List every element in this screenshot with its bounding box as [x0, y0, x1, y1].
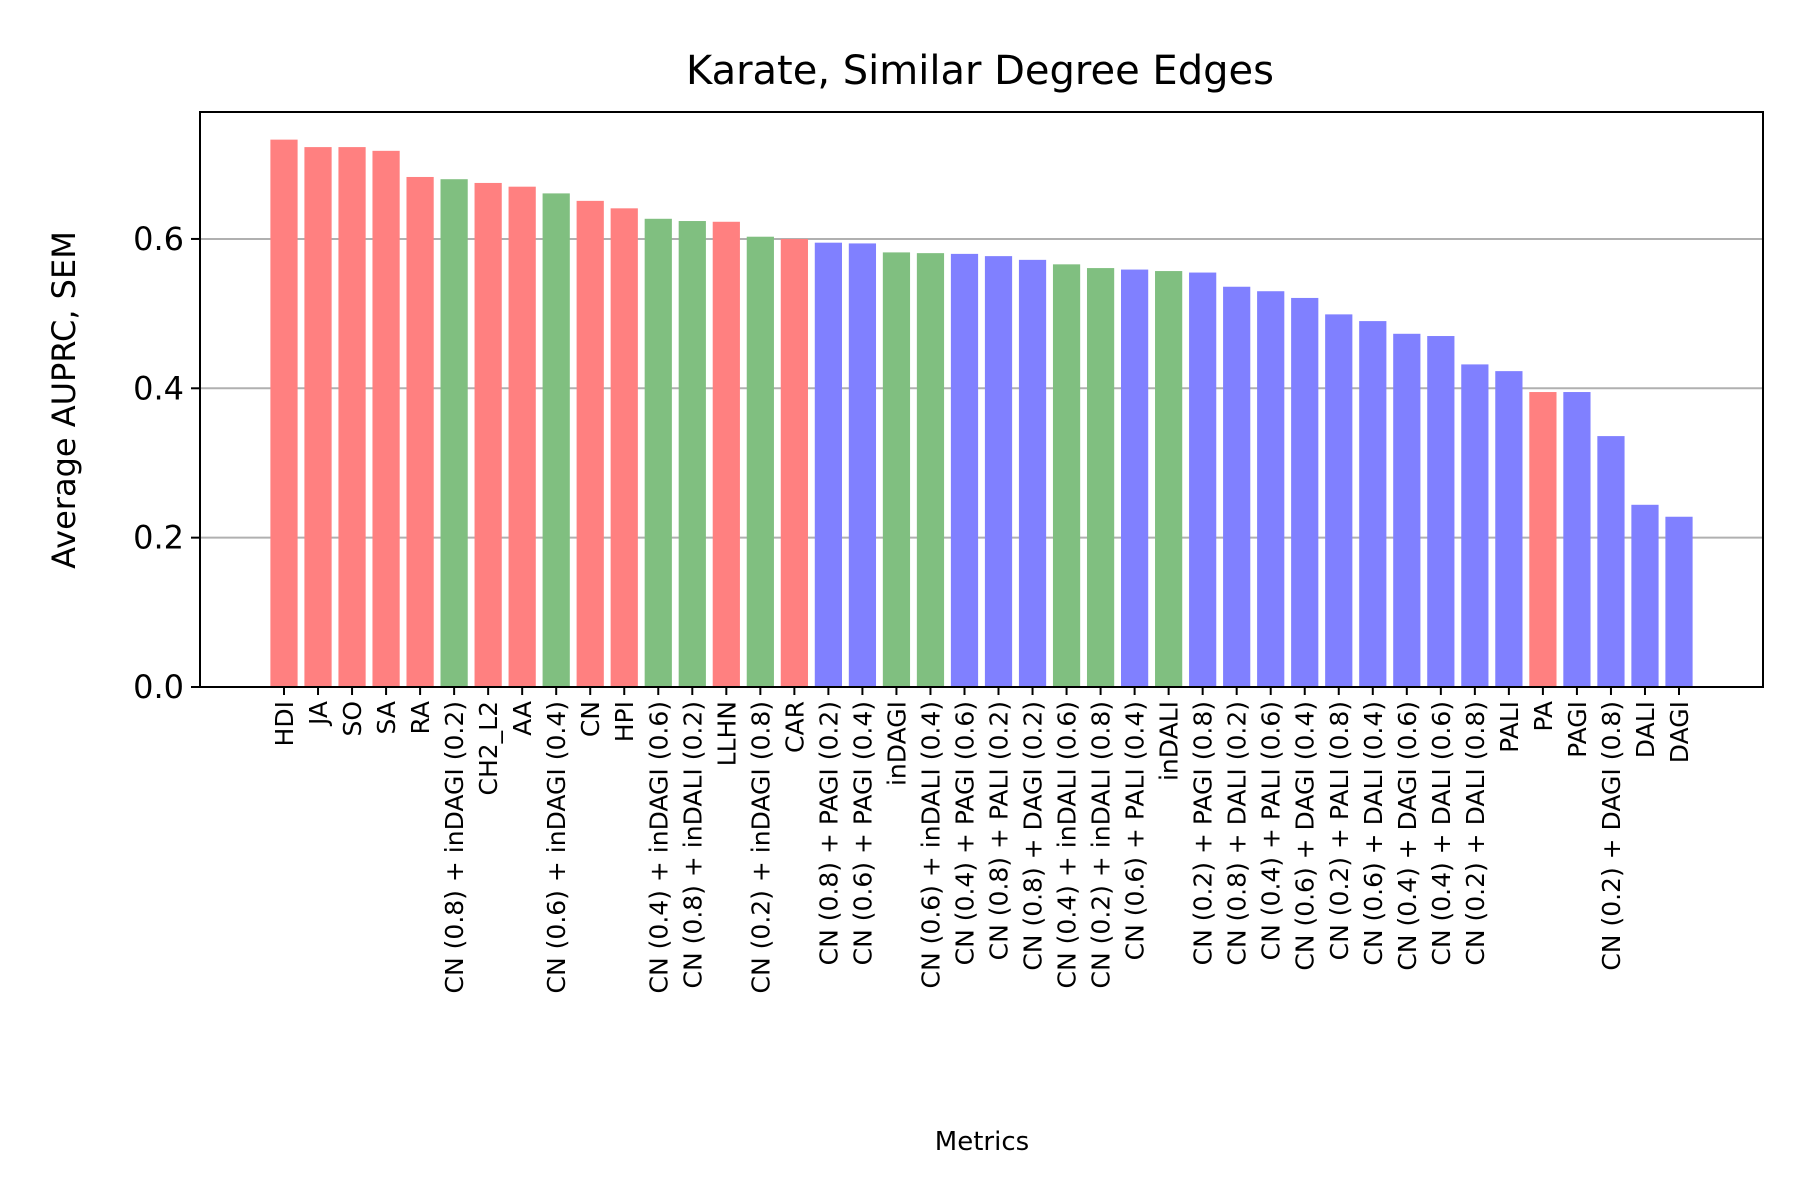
x-tick-label: CN (0.8) + inDAGI (0.2): [440, 701, 469, 993]
x-tick-label: DALI: [1631, 701, 1660, 758]
bar: [1529, 392, 1557, 687]
bar: [1018, 259, 1047, 687]
x-tick-label: inDALI: [1155, 701, 1184, 781]
y-tick-label: 0.4: [133, 369, 184, 407]
bar: [678, 221, 706, 687]
bars: [270, 139, 1693, 688]
bar: [338, 147, 366, 687]
bar: [814, 242, 842, 687]
bar: [1189, 272, 1217, 687]
bar: [610, 208, 638, 687]
chart-title: Karate, Similar Degree Edges: [686, 48, 1274, 94]
x-tick-label: CN (0.6) + PALI (0.4): [1121, 701, 1150, 960]
y-tick-label: 0.2: [133, 519, 184, 557]
x-tick-label: AA: [508, 701, 537, 736]
x-tick-label: HPI: [610, 701, 639, 742]
bar: [1563, 392, 1591, 687]
bar: [304, 147, 332, 687]
x-tick-label: CN (0.2) + inDALI (0.8): [1087, 701, 1116, 988]
x-tick-label: CN (0.2) + PAGI (0.8): [1189, 701, 1218, 965]
bar: [1257, 291, 1285, 687]
x-tick-label: HDI: [270, 701, 299, 746]
x-tick-label: CN (0.4) + PALI (0.6): [1257, 701, 1286, 960]
bar: [780, 238, 808, 687]
y-tick-label: 0.0: [133, 668, 184, 706]
bar: [508, 186, 536, 687]
y-axis-label: Average AUPRC, SEM: [45, 231, 83, 569]
bar: [1121, 269, 1149, 687]
bar: [644, 218, 672, 688]
x-tick-label: CN (0.6) + DAGI (0.4): [1291, 701, 1320, 971]
x-tick-label: CN (0.4) + inDAGI (0.6): [644, 701, 673, 993]
x-tick-label: PA: [1529, 701, 1558, 732]
bar: [746, 236, 774, 687]
x-tick-label: CH2_L2: [474, 701, 503, 796]
y-tick-labels: 0.0 0.2 0.4 0.6: [133, 220, 200, 706]
bar: [916, 253, 945, 688]
x-tick-label: CN (0.6) + DALI (0.4): [1359, 701, 1388, 966]
x-tick-label: CN (0.2) + inDAGI (0.8): [746, 701, 775, 993]
bar: [372, 150, 400, 687]
x-tick-label: PALI: [1495, 701, 1524, 753]
x-tick-labels: HDI JA SO SA RA CN (0.8) + inDAGI (0.2) CH2_L2…: [270, 687, 1694, 993]
x-tick-label: CN (0.8) + DALI (0.2): [1223, 701, 1252, 966]
bar: [1291, 297, 1319, 687]
bar: [1665, 516, 1693, 687]
bar: [474, 182, 502, 687]
x-tick-label: CN (0.4) + inDALI (0.6): [1053, 701, 1082, 988]
bar: [1427, 336, 1455, 687]
x-tick-label: SO: [338, 701, 367, 737]
bar: [712, 221, 740, 688]
x-tick-label: SA: [372, 701, 401, 734]
x-tick-label: CN (0.8) + inDALI (0.2): [678, 701, 707, 988]
bar: [882, 252, 911, 687]
x-axis-label: Metrics: [935, 1127, 1029, 1157]
x-tick-label: CAR: [780, 701, 809, 753]
bar: [440, 179, 468, 687]
x-tick-label: CN (0.6) + inDALI (0.4): [916, 701, 945, 988]
x-tick-label: DAGI: [1665, 701, 1694, 763]
bar: [1495, 371, 1523, 687]
x-tick-label: CN (0.4) + DALI (0.6): [1427, 701, 1456, 966]
bar: [1052, 264, 1081, 687]
bar: [1325, 314, 1353, 687]
x-tick-label: JA: [304, 701, 333, 727]
x-tick-label: CN (0.2) + DAGI (0.8): [1597, 701, 1626, 971]
x-tick-label: CN (0.6) + PAGI (0.4): [848, 701, 877, 965]
x-tick-label: inDAGI: [882, 701, 911, 786]
bar: [1086, 268, 1115, 687]
bar: [1155, 271, 1183, 687]
bar: [1393, 333, 1421, 687]
x-tick-label: CN (0.8) + DAGI (0.2): [1019, 701, 1048, 971]
x-tick-label: PAGI: [1563, 701, 1592, 758]
bar: [1631, 504, 1659, 687]
y-gridlines: [200, 237, 1763, 539]
x-tick-label: CN (0.8) + PAGI (0.2): [814, 701, 843, 965]
x-tick-label: CN (0.4) + PAGI (0.6): [950, 701, 979, 965]
x-tick-label: CN: [576, 701, 605, 737]
bar: [984, 256, 1013, 687]
x-tick-label: CN (0.2) + DALI (0.8): [1461, 701, 1490, 966]
x-tick-label: CN (0.6) + inDAGI (0.4): [542, 701, 571, 993]
y-tick-label: 0.6: [133, 220, 184, 258]
bar: [406, 176, 434, 687]
x-tick-label: LLHN: [712, 701, 741, 766]
bar: [270, 139, 298, 687]
bar: [848, 243, 877, 687]
bar: [950, 253, 979, 687]
bar: [1359, 321, 1387, 687]
bar: [1597, 436, 1625, 687]
x-tick-label: CN (0.2) + PALI (0.8): [1325, 701, 1354, 960]
bar: [542, 193, 570, 687]
x-tick-label: RA: [406, 701, 435, 734]
bar: [576, 200, 604, 687]
x-tick-label: CN (0.4) + DAGI (0.6): [1393, 701, 1422, 971]
x-tick-label: CN (0.8) + PALI (0.2): [985, 701, 1014, 960]
bar: [1223, 286, 1251, 687]
plot-frame: [199, 111, 1764, 688]
bar: [1461, 364, 1489, 687]
